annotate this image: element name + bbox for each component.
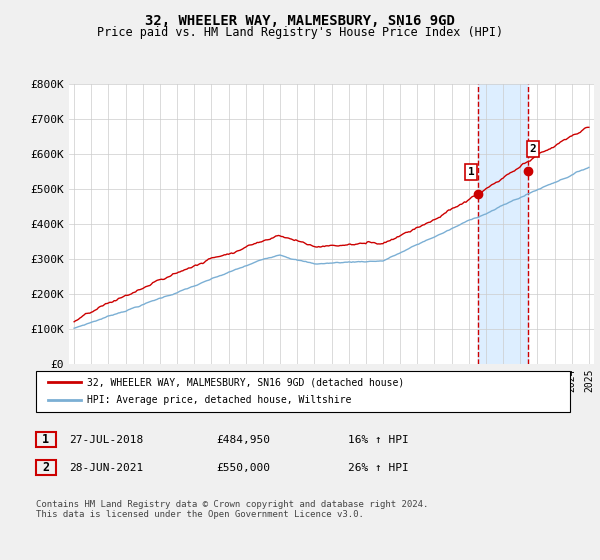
Text: 1: 1 <box>43 433 49 446</box>
Text: Price paid vs. HM Land Registry's House Price Index (HPI): Price paid vs. HM Land Registry's House … <box>97 26 503 39</box>
Text: 26% ↑ HPI: 26% ↑ HPI <box>348 463 409 473</box>
Text: 28-JUN-2021: 28-JUN-2021 <box>69 463 143 473</box>
Text: 2: 2 <box>530 144 536 154</box>
Text: 2: 2 <box>43 461 49 474</box>
Text: £550,000: £550,000 <box>216 463 270 473</box>
Text: 1: 1 <box>468 167 475 177</box>
Text: HPI: Average price, detached house, Wiltshire: HPI: Average price, detached house, Wilt… <box>87 395 352 405</box>
Text: 32, WHEELER WAY, MALMESBURY, SN16 9GD (detached house): 32, WHEELER WAY, MALMESBURY, SN16 9GD (d… <box>87 377 404 387</box>
Bar <box>478 84 528 364</box>
Text: 16% ↑ HPI: 16% ↑ HPI <box>348 435 409 445</box>
Text: £484,950: £484,950 <box>216 435 270 445</box>
Text: Contains HM Land Registry data © Crown copyright and database right 2024.
This d: Contains HM Land Registry data © Crown c… <box>36 500 428 519</box>
Text: 27-JUL-2018: 27-JUL-2018 <box>69 435 143 445</box>
Text: 32, WHEELER WAY, MALMESBURY, SN16 9GD: 32, WHEELER WAY, MALMESBURY, SN16 9GD <box>145 14 455 28</box>
